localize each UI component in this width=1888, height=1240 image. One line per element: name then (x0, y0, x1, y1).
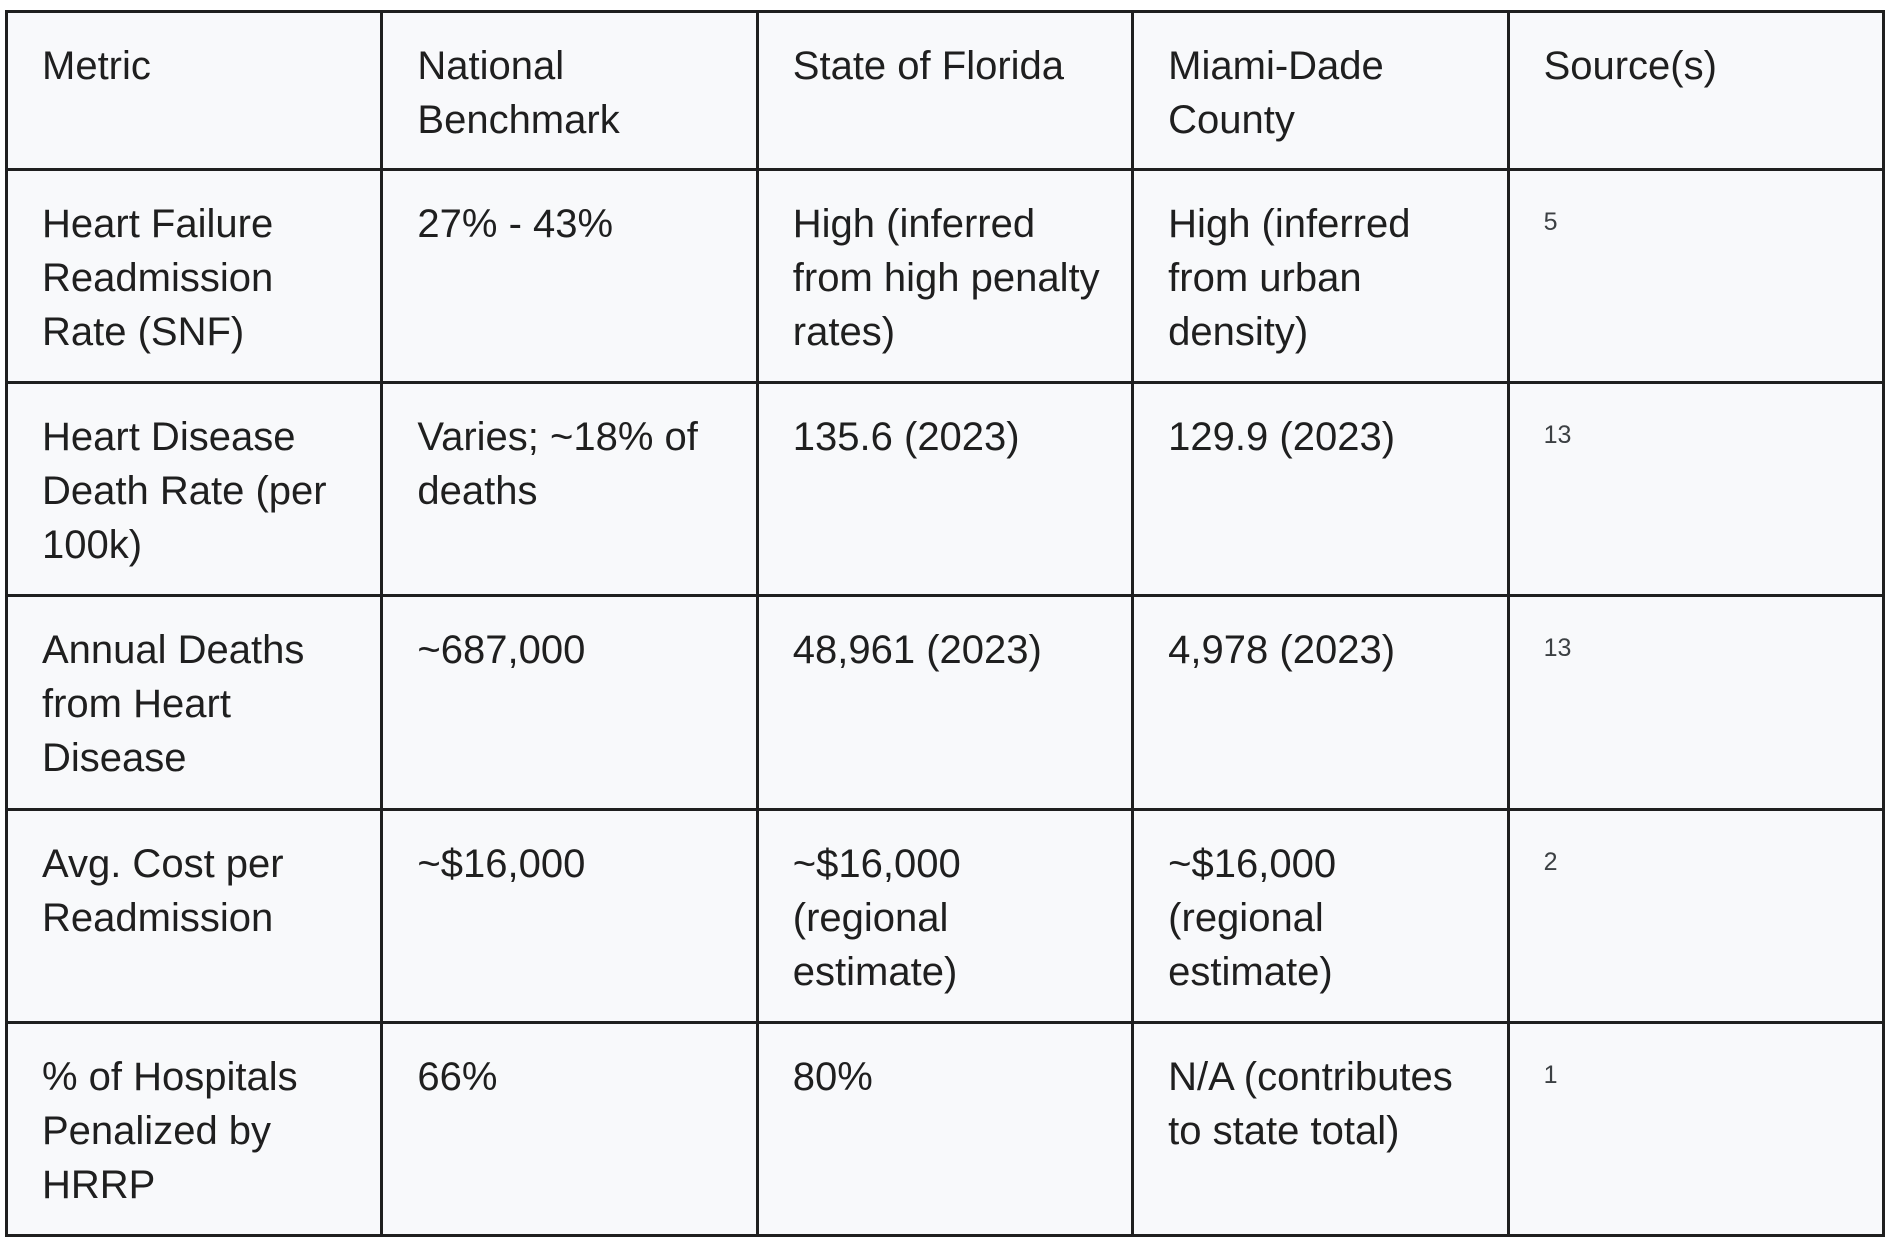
cell-metric: Heart Disease Death Rate (per 100k) (4, 381, 384, 598)
cell-miami-dade: 4,978 (2023) (1131, 594, 1510, 811)
header-metric: Metric (4, 10, 384, 171)
cell-source-citation[interactable]: 2 (1506, 807, 1886, 1024)
cell-florida: 80% (755, 1020, 1135, 1238)
cell-source-citation[interactable]: 13 (1506, 594, 1886, 811)
header-state-of-florida: State of Florida (755, 10, 1135, 171)
cell-source-citation[interactable]: 5 (1506, 167, 1886, 385)
comparison-table: Metric National Benchmark State of Flori… (4, 10, 1886, 1238)
cell-florida: 135.6 (2023) (755, 381, 1135, 598)
table-row: Avg. Cost per Readmission ~$16,000 ~$16,… (4, 807, 1886, 1024)
cell-national: 66% (380, 1020, 759, 1238)
table-row: Heart Disease Death Rate (per 100k) Vari… (4, 381, 1886, 598)
cell-miami-dade: 129.9 (2023) (1131, 381, 1510, 598)
cell-florida: ~$16,000 (regional estimate) (755, 807, 1135, 1024)
cell-florida: High (inferred from high penalty rates) (755, 167, 1135, 385)
cell-florida: 48,961 (2023) (755, 594, 1135, 811)
cell-miami-dade: ~$16,000 (regional estimate) (1131, 807, 1510, 1024)
cell-source-citation[interactable]: 1 (1506, 1020, 1886, 1238)
cell-miami-dade: High (inferred from urban density) (1131, 167, 1510, 385)
cell-metric: % of Hospitals Penalized by HRRP (4, 1020, 384, 1238)
table-row: % of Hospitals Penalized by HRRP 66% 80%… (4, 1020, 1886, 1238)
cell-miami-dade: N/A (contributes to state total) (1131, 1020, 1510, 1238)
cell-metric: Annual Deaths from Heart Disease (4, 594, 384, 811)
header-sources: Source(s) (1506, 10, 1886, 171)
cell-source-citation[interactable]: 13 (1506, 381, 1886, 598)
header-miami-dade-county: Miami-Dade County (1131, 10, 1510, 171)
table-header-row: Metric National Benchmark State of Flori… (4, 10, 1886, 171)
table-row: Annual Deaths from Heart Disease ~687,00… (4, 594, 1886, 811)
header-national-benchmark: National Benchmark (380, 10, 759, 171)
cell-national: ~687,000 (380, 594, 759, 811)
cell-national: ~$16,000 (380, 807, 759, 1024)
cell-national: 27% - 43% (380, 167, 759, 385)
table-row: Heart Failure Readmission Rate (SNF) 27%… (4, 167, 1886, 385)
cell-metric: Avg. Cost per Readmission (4, 807, 384, 1024)
cell-national: Varies; ~18% of deaths (380, 381, 759, 598)
cell-metric: Heart Failure Readmission Rate (SNF) (4, 167, 384, 385)
comparison-table-container: Metric National Benchmark State of Flori… (4, 10, 1886, 1238)
